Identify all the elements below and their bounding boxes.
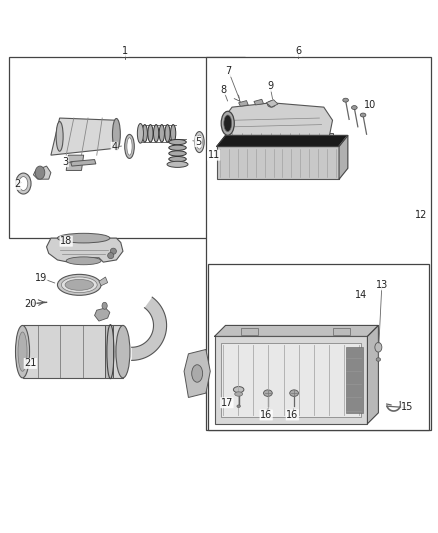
- Text: 21: 21: [24, 358, 36, 368]
- Bar: [221, 343, 361, 417]
- Ellipse shape: [57, 233, 110, 243]
- Polygon shape: [239, 101, 248, 106]
- Text: 15: 15: [402, 402, 414, 412]
- Ellipse shape: [113, 118, 120, 150]
- Ellipse shape: [102, 302, 107, 309]
- Polygon shape: [71, 159, 96, 166]
- Ellipse shape: [138, 124, 144, 143]
- Ellipse shape: [18, 332, 27, 372]
- Ellipse shape: [237, 405, 240, 408]
- Ellipse shape: [169, 145, 186, 150]
- Ellipse shape: [125, 134, 134, 158]
- Ellipse shape: [375, 343, 382, 352]
- Ellipse shape: [343, 98, 349, 102]
- Polygon shape: [51, 118, 117, 155]
- Text: 1: 1: [122, 46, 128, 56]
- Ellipse shape: [235, 392, 243, 396]
- Bar: [208, 264, 428, 430]
- Ellipse shape: [264, 390, 272, 397]
- Text: 6: 6: [295, 46, 301, 56]
- Text: 8: 8: [220, 85, 226, 95]
- Text: 5: 5: [195, 136, 201, 147]
- Ellipse shape: [169, 157, 186, 161]
- Bar: [10, 57, 245, 238]
- Polygon shape: [99, 277, 108, 286]
- Bar: [332, 328, 350, 335]
- Text: 2: 2: [14, 180, 21, 189]
- Bar: [241, 328, 258, 335]
- Bar: [217, 147, 339, 179]
- Ellipse shape: [194, 132, 204, 152]
- Ellipse shape: [197, 135, 202, 149]
- Ellipse shape: [352, 106, 357, 110]
- Ellipse shape: [159, 125, 164, 142]
- Text: 17: 17: [221, 398, 233, 408]
- Text: 18: 18: [60, 236, 72, 246]
- Polygon shape: [33, 166, 51, 179]
- Polygon shape: [184, 350, 210, 398]
- Bar: [346, 348, 363, 413]
- Ellipse shape: [15, 326, 29, 378]
- Polygon shape: [95, 308, 110, 321]
- Ellipse shape: [192, 365, 203, 382]
- Text: 16: 16: [260, 410, 272, 420]
- Ellipse shape: [61, 277, 97, 293]
- Polygon shape: [226, 103, 332, 142]
- Ellipse shape: [66, 257, 101, 265]
- Polygon shape: [339, 135, 348, 179]
- Text: 11: 11: [208, 150, 220, 160]
- Ellipse shape: [360, 113, 366, 117]
- Ellipse shape: [65, 279, 93, 290]
- Polygon shape: [217, 135, 348, 147]
- Bar: [215, 336, 367, 424]
- Ellipse shape: [376, 358, 381, 361]
- Ellipse shape: [169, 151, 186, 156]
- Circle shape: [108, 253, 114, 259]
- Text: 13: 13: [376, 280, 388, 290]
- Ellipse shape: [224, 115, 232, 132]
- Text: 3: 3: [62, 157, 68, 167]
- Polygon shape: [266, 100, 278, 107]
- Bar: [228, 133, 332, 142]
- Polygon shape: [132, 297, 166, 360]
- Text: 19: 19: [35, 273, 47, 283]
- Text: 9: 9: [267, 81, 273, 91]
- Text: 4: 4: [111, 142, 117, 152]
- Polygon shape: [46, 238, 123, 262]
- Text: 10: 10: [364, 100, 376, 110]
- Polygon shape: [215, 326, 378, 336]
- Ellipse shape: [57, 274, 101, 295]
- Polygon shape: [367, 326, 378, 424]
- Text: 20: 20: [24, 298, 36, 309]
- Ellipse shape: [116, 326, 130, 378]
- Bar: [22, 326, 123, 378]
- Ellipse shape: [165, 125, 170, 142]
- Ellipse shape: [19, 176, 28, 190]
- Polygon shape: [254, 99, 264, 105]
- Polygon shape: [66, 155, 84, 171]
- Ellipse shape: [127, 138, 132, 155]
- Ellipse shape: [142, 125, 148, 142]
- Ellipse shape: [30, 302, 35, 305]
- Ellipse shape: [170, 125, 176, 142]
- Ellipse shape: [167, 161, 188, 167]
- Text: 12: 12: [414, 210, 427, 220]
- Ellipse shape: [290, 390, 298, 397]
- Ellipse shape: [153, 125, 159, 142]
- Circle shape: [110, 248, 117, 254]
- Ellipse shape: [221, 111, 234, 135]
- Ellipse shape: [169, 140, 186, 144]
- Ellipse shape: [56, 122, 63, 151]
- Text: 7: 7: [226, 66, 232, 76]
- Ellipse shape: [16, 173, 31, 194]
- Ellipse shape: [35, 166, 45, 179]
- Ellipse shape: [268, 101, 276, 107]
- Text: 14: 14: [355, 290, 367, 300]
- Text: 16: 16: [286, 410, 298, 420]
- Ellipse shape: [148, 125, 153, 142]
- Bar: [106, 325, 113, 378]
- Bar: [206, 57, 431, 430]
- Ellipse shape: [233, 386, 244, 393]
